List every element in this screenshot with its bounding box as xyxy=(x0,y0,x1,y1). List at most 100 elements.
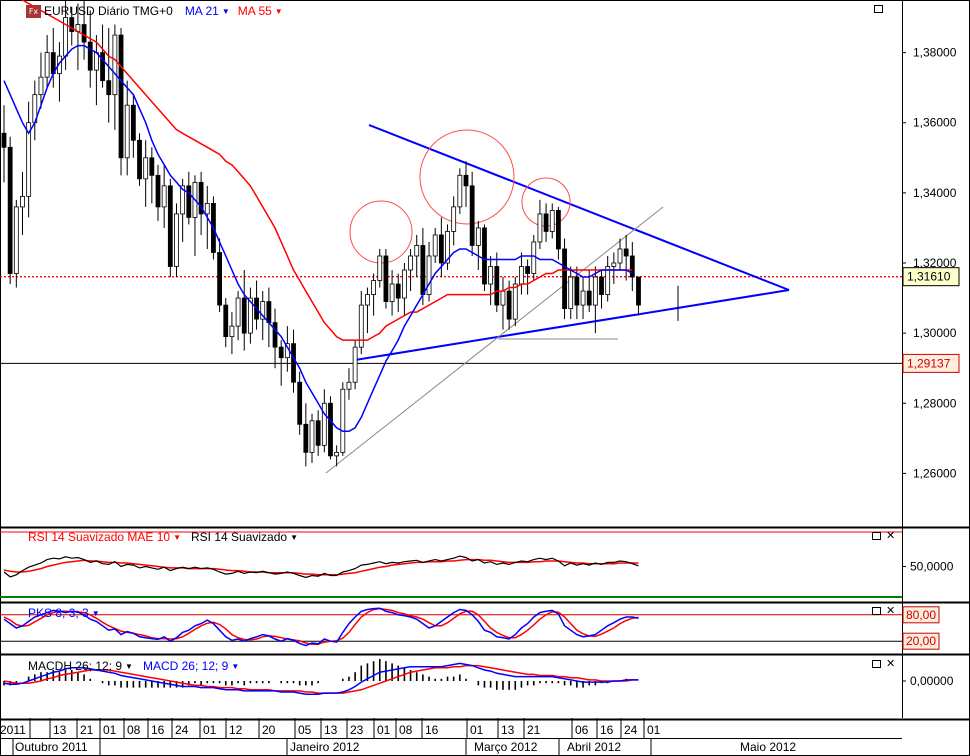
diagonal-trendline xyxy=(325,206,664,474)
macd-maximize-button[interactable] xyxy=(872,660,881,668)
pks-k-line xyxy=(3,607,639,647)
last-price-badge-box xyxy=(902,267,960,287)
rsi-maximize-button[interactable] xyxy=(872,532,881,540)
ma21-label: MA 21 xyxy=(184,4,219,18)
candle-body xyxy=(519,266,524,285)
time-tick-label: 08 xyxy=(127,723,141,737)
candle-body xyxy=(592,276,598,306)
candle-body xyxy=(235,297,241,327)
rsi-legend: RSI 14 Suavizado MAE 10 ▼ RSI 14 Suaviza… xyxy=(28,530,298,544)
candle-body xyxy=(321,402,327,446)
candle-body xyxy=(346,381,352,390)
candle-body xyxy=(371,280,377,295)
candle-body xyxy=(488,266,494,285)
ma55-legend[interactable]: MA 55 ▼ xyxy=(238,4,283,18)
candle-body xyxy=(328,402,333,457)
y-tick-label: 1,30000 xyxy=(913,326,957,340)
month-label: Abril 2012 xyxy=(567,740,621,754)
macdh-legend[interactable]: MACDH 26; 12; 9 ▼ xyxy=(28,659,133,673)
candle-body xyxy=(457,174,463,208)
month-label: Outubro 2011 xyxy=(15,740,88,754)
candle-body xyxy=(408,255,413,271)
level-badge: 1,29137 xyxy=(907,356,951,370)
chevron-down-icon: ▼ xyxy=(91,608,100,618)
time-tick-label: 01 xyxy=(470,723,484,737)
candle-body xyxy=(44,52,50,78)
macd-legend: MACDH 26; 12; 9 ▼ MACD 26; 12; 9 ▼ xyxy=(28,659,239,673)
candle-body xyxy=(629,255,635,278)
candle-body xyxy=(7,146,13,274)
candle-body xyxy=(352,346,358,383)
candle-body xyxy=(167,185,173,267)
ma55-line xyxy=(20,0,633,341)
lower-trendline xyxy=(354,289,790,361)
y-tick-label: 1,38000 xyxy=(913,46,957,60)
pks-low-badge-box xyxy=(902,632,940,650)
candle-body xyxy=(389,283,395,302)
candle-body xyxy=(451,206,457,232)
candle-body xyxy=(20,195,25,208)
candle-body xyxy=(161,185,167,208)
pks-maximize-button[interactable] xyxy=(872,607,881,615)
pks-legend-item[interactable]: PKS 8; 3; 3 ▼ xyxy=(28,606,100,620)
candle-body xyxy=(556,209,561,250)
candle-body xyxy=(38,76,44,96)
time-tick-label: 05 xyxy=(298,723,312,737)
time-tick-label: 13 xyxy=(324,723,338,737)
candle-body xyxy=(525,266,530,274)
chevron-down-icon: ▼ xyxy=(125,661,133,671)
candle-body xyxy=(475,227,481,246)
candle-body xyxy=(81,24,87,43)
candle-body xyxy=(130,104,136,141)
candle-body xyxy=(395,283,401,299)
rsi-y-tick-label: 50,0000 xyxy=(910,560,954,574)
candle-body xyxy=(580,290,586,306)
candle-body xyxy=(291,343,296,383)
candle-body xyxy=(112,34,118,96)
candle-body xyxy=(69,17,75,32)
candle-body xyxy=(180,185,186,215)
chevron-down-icon: ▼ xyxy=(274,6,283,16)
macdh-label: MACDH 26; 12; 9 xyxy=(28,659,123,673)
candle-body xyxy=(174,213,179,267)
time-tick-label: 24 xyxy=(175,723,189,737)
candle-body xyxy=(494,266,500,306)
time-tick-label: 13 xyxy=(53,723,67,737)
candle-body xyxy=(223,304,229,338)
macd-close-icon[interactable]: ✕ xyxy=(886,657,896,670)
candle-body xyxy=(272,322,278,348)
candle-body xyxy=(549,209,555,232)
macd-line xyxy=(3,662,639,695)
candle-body xyxy=(401,269,407,299)
maximize-button[interactable] xyxy=(874,5,883,13)
ma21-legend[interactable]: MA 21 ▼ xyxy=(185,4,230,18)
candle-body xyxy=(87,41,93,71)
candle-body xyxy=(383,255,389,302)
candle-body xyxy=(278,346,284,359)
candle-body xyxy=(414,245,420,257)
candle-body xyxy=(118,34,124,159)
candle-body xyxy=(260,301,266,320)
chevron-down-icon: ▼ xyxy=(290,532,298,542)
candle-body xyxy=(605,266,611,295)
time-tick-label: 12 xyxy=(229,723,243,737)
candle-body xyxy=(586,290,592,306)
candle-body xyxy=(469,185,475,246)
time-tick-label: 01 xyxy=(203,723,217,737)
candle-body xyxy=(531,241,537,274)
candle-body xyxy=(599,276,604,295)
candle-body xyxy=(506,290,512,320)
time-tick-label: 01 xyxy=(377,723,391,737)
candle-body xyxy=(420,245,426,295)
ma21-line xyxy=(3,44,633,433)
rsi-avg-legend[interactable]: RSI 14 Suavizado MAE 10 ▼ xyxy=(28,530,181,544)
time-tick-label: 2011 xyxy=(0,723,26,737)
y-tick-label: 1,36000 xyxy=(913,116,957,130)
chevron-down-icon: ▼ xyxy=(221,6,230,16)
symbol-selector[interactable]: Fx EURUSD Diário TMG+0 xyxy=(26,4,173,18)
rsi-close-icon[interactable]: ✕ xyxy=(886,529,896,542)
macd-line-legend[interactable]: MACD 26; 12; 9 ▼ xyxy=(143,659,239,673)
rsi-line-legend[interactable]: RSI 14 Suavizado ▼ xyxy=(191,530,298,544)
pks-close-icon[interactable]: ✕ xyxy=(886,604,896,617)
candle-body xyxy=(617,248,623,264)
